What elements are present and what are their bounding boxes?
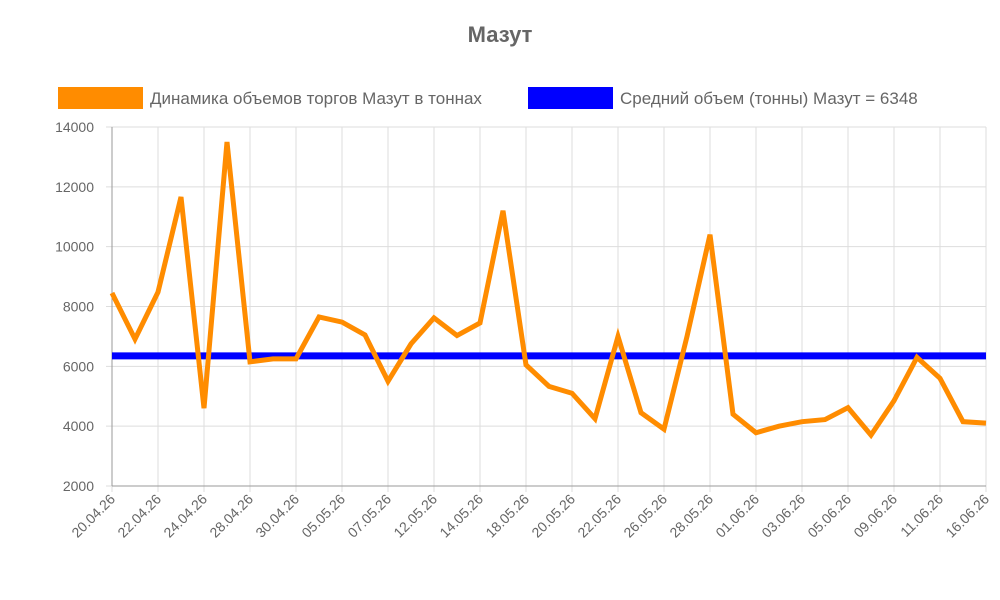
legend-swatch [58, 87, 143, 109]
x-tick-label: 28.05.26 [666, 491, 716, 541]
x-tick-label: 20.05.26 [528, 491, 578, 541]
x-tick-label: 05.06.26 [804, 491, 854, 541]
y-tick-label: 14000 [55, 119, 94, 135]
x-tick-label: 03.06.26 [758, 491, 808, 541]
y-tick-label: 2000 [63, 478, 94, 494]
y-tick-label: 6000 [63, 358, 94, 374]
x-tick-label: 14.05.26 [436, 491, 486, 541]
x-tick-label: 22.04.26 [114, 491, 164, 541]
x-tick-label: 11.06.26 [897, 491, 946, 540]
x-tick-label: 26.05.26 [620, 491, 670, 541]
x-tick-label: 24.04.26 [160, 491, 210, 541]
x-tick-label: 05.05.26 [298, 491, 348, 541]
x-tick-label: 28.04.26 [206, 491, 256, 541]
legend-label: Динамика объемов торгов Мазут в тоннах [150, 89, 482, 108]
x-tick-label: 30.04.26 [252, 491, 302, 541]
y-tick-label: 8000 [63, 299, 94, 315]
x-tick-label: 09.06.26 [850, 491, 900, 541]
y-tick-label: 4000 [63, 418, 94, 434]
x-tick-label: 07.05.26 [344, 491, 394, 541]
legend-swatch [528, 87, 613, 109]
y-tick-label: 12000 [55, 179, 94, 195]
x-tick-label: 20.04.26 [68, 491, 118, 541]
x-tick-label: 16.06.26 [942, 491, 992, 541]
x-tick-label: 22.05.26 [574, 491, 624, 541]
x-tick-label: 12.05.26 [390, 491, 440, 541]
series-line [109, 141, 987, 440]
legend-label: Средний объем (тонны) Мазут = 6348 [620, 89, 918, 108]
chart-title: Мазут [468, 22, 533, 47]
x-tick-label: 01.06.26 [712, 491, 762, 541]
y-tick-label: 10000 [55, 239, 94, 255]
x-tick-label: 18.05.26 [482, 491, 532, 541]
